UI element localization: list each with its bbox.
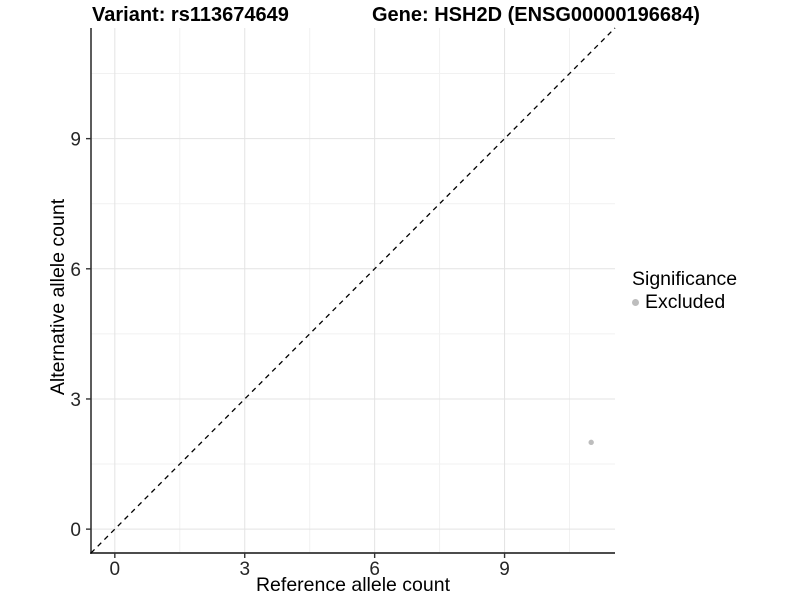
data-layer <box>90 27 616 554</box>
diagonal-reference-line <box>90 27 616 554</box>
y-axis-label: Alternative allele count <box>47 198 69 395</box>
legend-title: Significance <box>632 268 738 290</box>
y-tick-label: 9 <box>70 130 81 151</box>
y-tick-label: 6 <box>70 260 81 281</box>
y-tick-label: 0 <box>70 520 81 541</box>
x-tick-label: 9 <box>499 559 510 580</box>
gridlines-layer <box>91 28 615 553</box>
x-tick-label: 0 <box>110 559 121 580</box>
excluded-point-icon <box>632 299 639 307</box>
legend-item-excluded: Excluded <box>632 291 737 313</box>
legend: Significance Excluded <box>632 268 737 314</box>
axes-layer: 0 3 6 9 0 3 6 9 <box>70 28 615 580</box>
x-tick-label: 6 <box>369 559 380 580</box>
legend-item-label: Excluded <box>645 291 726 314</box>
plot-title-gene: Gene: HSH2D (ENSG00000196684) <box>372 4 700 26</box>
data-point <box>588 439 594 446</box>
x-tick-label: 3 <box>239 559 250 580</box>
y-tick-label: 3 <box>70 390 81 411</box>
plot-title-variant: Variant: rs113674649 <box>92 4 289 26</box>
x-axis-label: Reference allele count <box>256 574 451 596</box>
